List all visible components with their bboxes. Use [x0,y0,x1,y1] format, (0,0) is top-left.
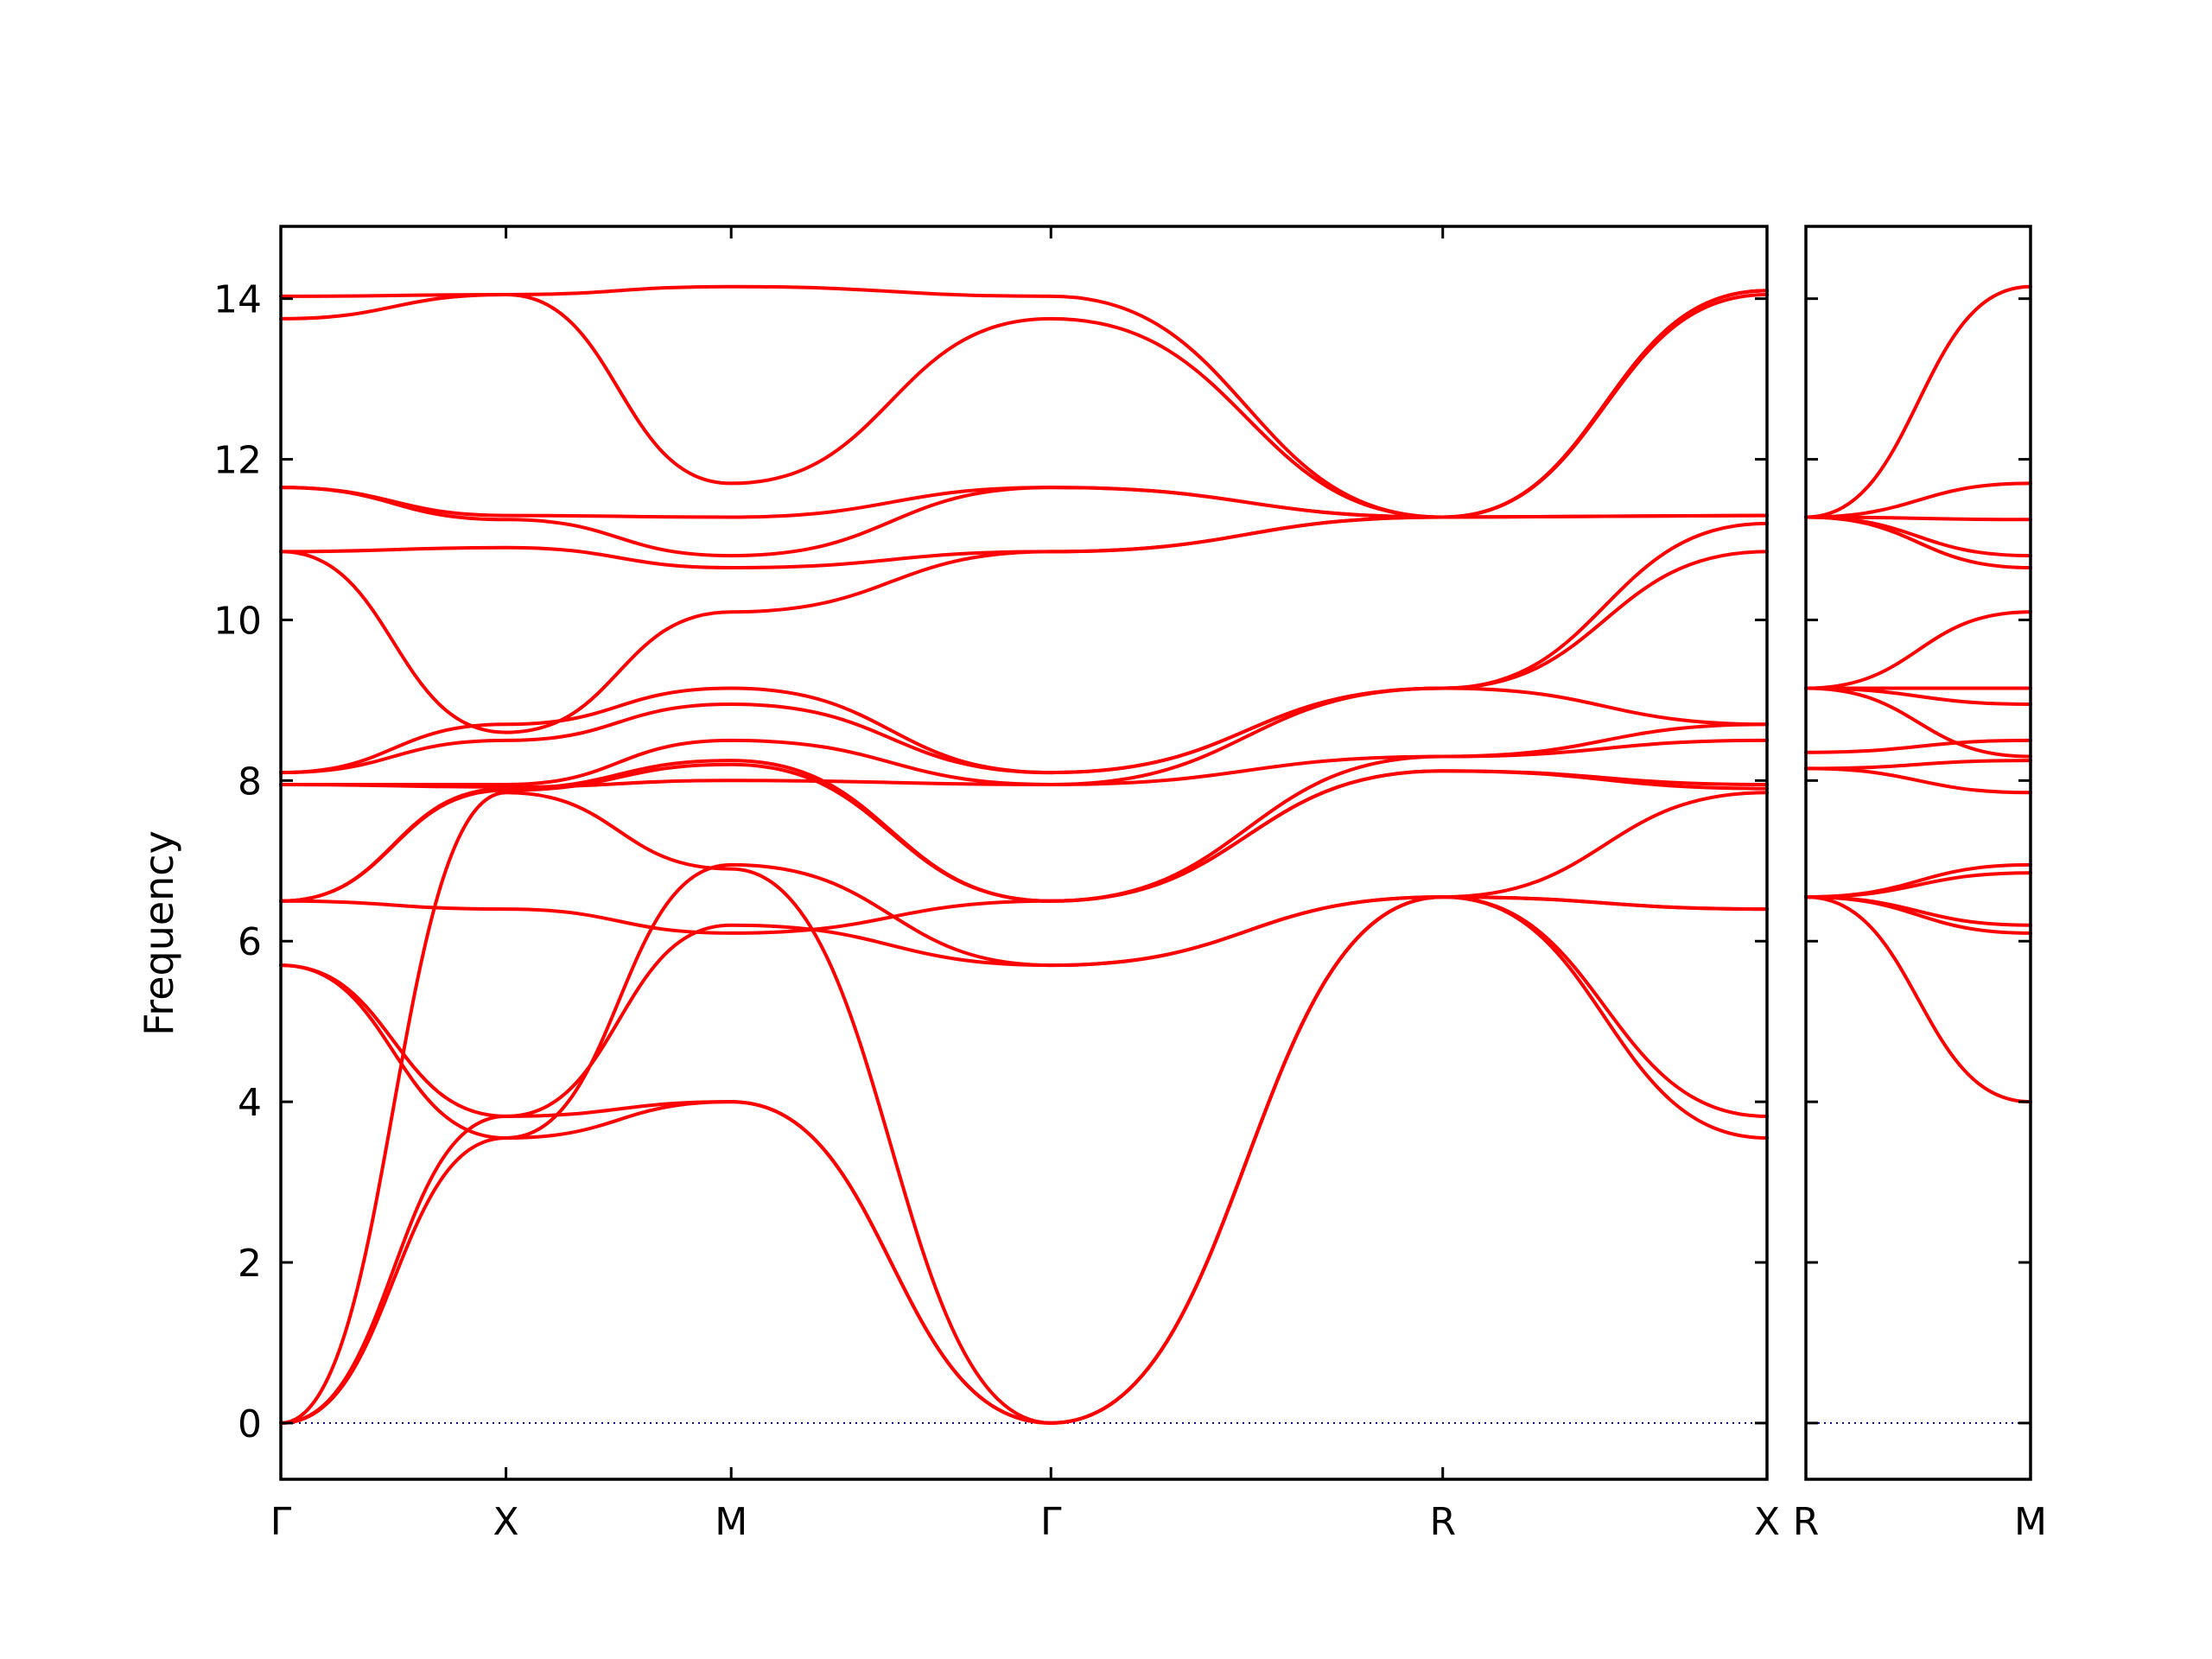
band-line-9 [279,722,1769,789]
band-line-2 [279,895,1769,1425]
band-line-18 [279,284,1769,519]
x-tick-label: X [1754,1500,1780,1544]
band-line-17 [1804,284,2032,519]
y-tick-label: 12 [213,439,262,483]
x-tick-label: M [2014,1500,2047,1544]
band-line-16 [1804,481,2032,519]
band-line-4 [1804,871,2032,899]
band-line-17 [279,289,1769,519]
band-line-14 [279,513,1769,569]
x-tick-label: Γ [270,1500,292,1544]
band-line-9 [1804,686,2032,759]
band-line-16 [279,289,1769,519]
y-axis-label: Frequency [136,830,182,1036]
x-tick-label: R [1793,1500,1820,1544]
band-line-7 [1804,759,2032,771]
band-line-5 [279,895,1769,1118]
band-line-1 [1804,895,2032,1104]
x-tick-label: Γ [1040,1500,1062,1544]
band-line-5 [1804,862,2032,899]
band-line-12 [279,521,1769,775]
plot-frame [279,225,1769,1481]
band-line-1 [279,895,1769,1425]
plot-frame [1804,225,2032,1481]
band-line-10 [279,686,1769,786]
x-tick-label: R [1429,1500,1456,1544]
band-line-13 [1804,515,2032,569]
y-tick-label: 6 [238,920,262,964]
y-tick-label: 4 [238,1081,262,1125]
y-tick-label: 2 [238,1242,262,1286]
y-tick-label: 14 [213,278,262,322]
x-tick-label: M [715,1500,747,1544]
x-tick-label: X [493,1500,519,1544]
band-line-3 [279,791,1769,1425]
y-tick-label: 10 [213,599,262,643]
y-tick-label: 8 [238,760,262,804]
panel-main: 0 2 4 6 8 10 12 14 Γ X M Γ R X [213,225,1780,1544]
band-line-6 [279,769,1769,935]
band-line-14 [1804,515,2032,558]
band-line-12 [1804,610,2032,690]
band-line-11 [279,550,1769,775]
band-line-3 [1804,895,2032,927]
band-line-8 [1804,738,2032,754]
y-tick-label: 0 [238,1402,262,1446]
band-line-6 [1804,766,2032,795]
band-line-4 [279,862,1769,1140]
